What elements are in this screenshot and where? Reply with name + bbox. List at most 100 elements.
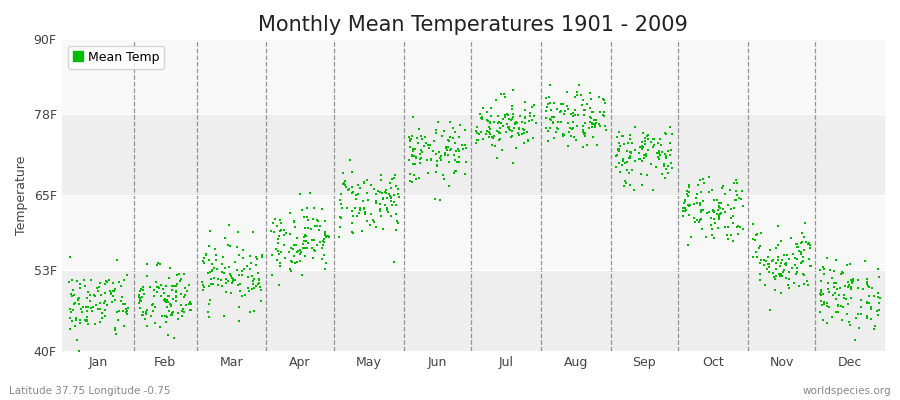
Point xyxy=(571,92,585,98)
Point xyxy=(69,277,84,284)
Point xyxy=(297,214,311,220)
Point xyxy=(500,111,514,117)
Point xyxy=(348,196,363,202)
Point xyxy=(392,194,406,200)
Point xyxy=(299,237,313,244)
Point xyxy=(240,285,255,292)
Point xyxy=(691,182,706,188)
Point xyxy=(415,148,429,155)
Point xyxy=(175,308,189,314)
Point xyxy=(448,148,463,154)
Point xyxy=(481,128,495,134)
Point xyxy=(570,89,584,95)
Point xyxy=(651,150,665,156)
Point xyxy=(862,284,877,290)
Point xyxy=(273,260,287,267)
Point xyxy=(485,134,500,140)
Point xyxy=(349,192,364,198)
Point xyxy=(164,312,178,318)
Point xyxy=(345,190,359,196)
Point xyxy=(286,246,301,252)
Point xyxy=(410,176,424,182)
Point xyxy=(716,206,730,213)
Point xyxy=(801,240,815,246)
Point xyxy=(104,299,119,305)
Point xyxy=(346,230,360,236)
Point xyxy=(230,282,245,288)
Point xyxy=(827,267,842,274)
Point xyxy=(165,312,179,318)
Point xyxy=(443,134,457,141)
Point xyxy=(539,124,554,131)
Point xyxy=(687,200,701,207)
Point xyxy=(841,284,855,290)
Point xyxy=(338,182,352,188)
Point xyxy=(873,295,887,302)
Point xyxy=(745,236,760,242)
Point xyxy=(626,167,640,173)
Point xyxy=(300,245,314,252)
Point xyxy=(773,290,788,296)
Point xyxy=(83,292,97,298)
Bar xyxy=(61,39,885,114)
Point xyxy=(817,266,832,272)
Point xyxy=(652,148,667,154)
Point xyxy=(664,147,679,154)
Point xyxy=(441,144,455,150)
Point xyxy=(521,137,535,144)
Point xyxy=(788,262,803,269)
Point xyxy=(441,136,455,143)
Point xyxy=(541,138,555,144)
Point xyxy=(455,146,470,152)
Point xyxy=(97,299,112,306)
Point xyxy=(381,209,395,216)
Bar xyxy=(61,270,885,351)
Point xyxy=(676,208,690,214)
Point xyxy=(339,205,354,211)
Point xyxy=(166,308,180,315)
Point xyxy=(346,213,361,220)
Point xyxy=(480,117,494,123)
Point xyxy=(510,130,525,136)
Point xyxy=(454,122,468,128)
Point xyxy=(713,205,727,211)
Point xyxy=(450,159,464,165)
Point xyxy=(388,182,402,189)
Point xyxy=(315,206,329,212)
Point xyxy=(387,259,401,266)
Point xyxy=(169,293,184,299)
Point xyxy=(317,239,331,245)
Point xyxy=(199,252,213,258)
Point xyxy=(402,178,417,184)
Point xyxy=(506,111,520,117)
Point xyxy=(218,265,232,272)
Point xyxy=(785,264,799,271)
Point xyxy=(854,297,868,304)
Point xyxy=(813,267,827,274)
Point xyxy=(545,119,560,125)
Point xyxy=(774,238,788,244)
Point xyxy=(693,208,707,215)
Point xyxy=(217,313,231,319)
Point xyxy=(596,96,610,102)
Point xyxy=(688,219,702,225)
Point xyxy=(474,129,489,136)
Point xyxy=(553,109,567,116)
Point xyxy=(156,286,170,292)
Point xyxy=(627,146,642,153)
Point xyxy=(443,146,457,153)
Point xyxy=(61,278,76,285)
Point xyxy=(730,180,744,186)
Point xyxy=(871,266,886,272)
Point xyxy=(549,128,563,135)
Point xyxy=(159,319,174,326)
Point xyxy=(585,121,599,127)
Point xyxy=(175,312,189,319)
Point xyxy=(724,206,739,212)
Point xyxy=(64,309,78,315)
Point xyxy=(108,286,122,292)
Point xyxy=(222,271,237,277)
Point xyxy=(796,234,811,240)
Point xyxy=(491,112,505,119)
Point xyxy=(789,270,804,277)
